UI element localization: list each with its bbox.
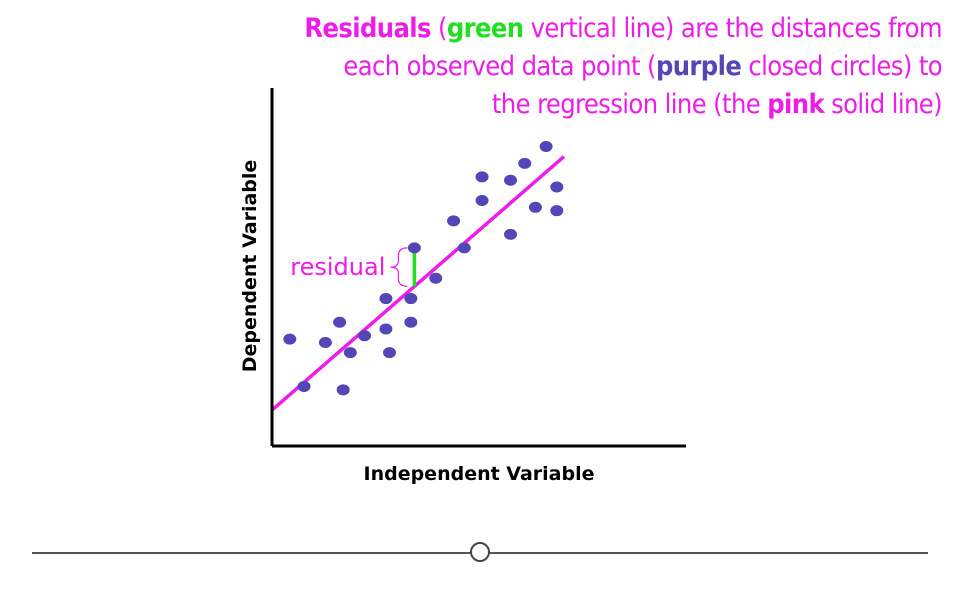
caption-residuals-word: Residuals (304, 13, 431, 44)
data-point (318, 337, 332, 348)
data-point (528, 201, 542, 213)
data-point (333, 316, 347, 328)
data-point (358, 330, 372, 342)
data-point (504, 174, 518, 186)
residual-brace (390, 247, 408, 287)
regression-line (270, 155, 566, 412)
slider-knob[interactable] (470, 542, 490, 562)
slider[interactable] (32, 542, 928, 562)
data-point (429, 272, 443, 284)
chart-caption: Residuals (green vertical line) are the … (302, 10, 942, 124)
caption-green-word: green (446, 13, 524, 44)
data-point (504, 228, 518, 240)
caption-text-4: solid line) (824, 89, 942, 120)
data-point (457, 242, 471, 254)
data-point (539, 140, 553, 152)
residual-label: residual (290, 253, 385, 281)
caption-pink-word: pink (767, 89, 824, 120)
data-point (382, 347, 396, 359)
data-point (379, 323, 393, 335)
data-point (550, 181, 564, 193)
data-point (518, 157, 532, 169)
caption-purple-word: purple (655, 51, 742, 82)
data-point (407, 242, 421, 254)
data-point (475, 171, 489, 183)
data-point (404, 316, 418, 328)
data-point (447, 215, 461, 227)
data-point (297, 380, 311, 392)
data-point (283, 333, 297, 345)
y-axis-label: Dependent Variable (239, 160, 261, 373)
data-point (404, 293, 418, 305)
caption-text-2: vertical line) are the distances from ea… (343, 13, 942, 82)
caption-text-3: closed circles) to the regression line (… (491, 51, 943, 120)
data-point (336, 384, 350, 396)
data-point (343, 347, 357, 359)
x-axis-label: Independent Variable (364, 463, 595, 485)
plot-marks (270, 140, 566, 412)
data-point (550, 205, 564, 217)
data-point (379, 293, 393, 305)
caption-text-1: ( (430, 13, 447, 44)
data-point (475, 195, 489, 207)
